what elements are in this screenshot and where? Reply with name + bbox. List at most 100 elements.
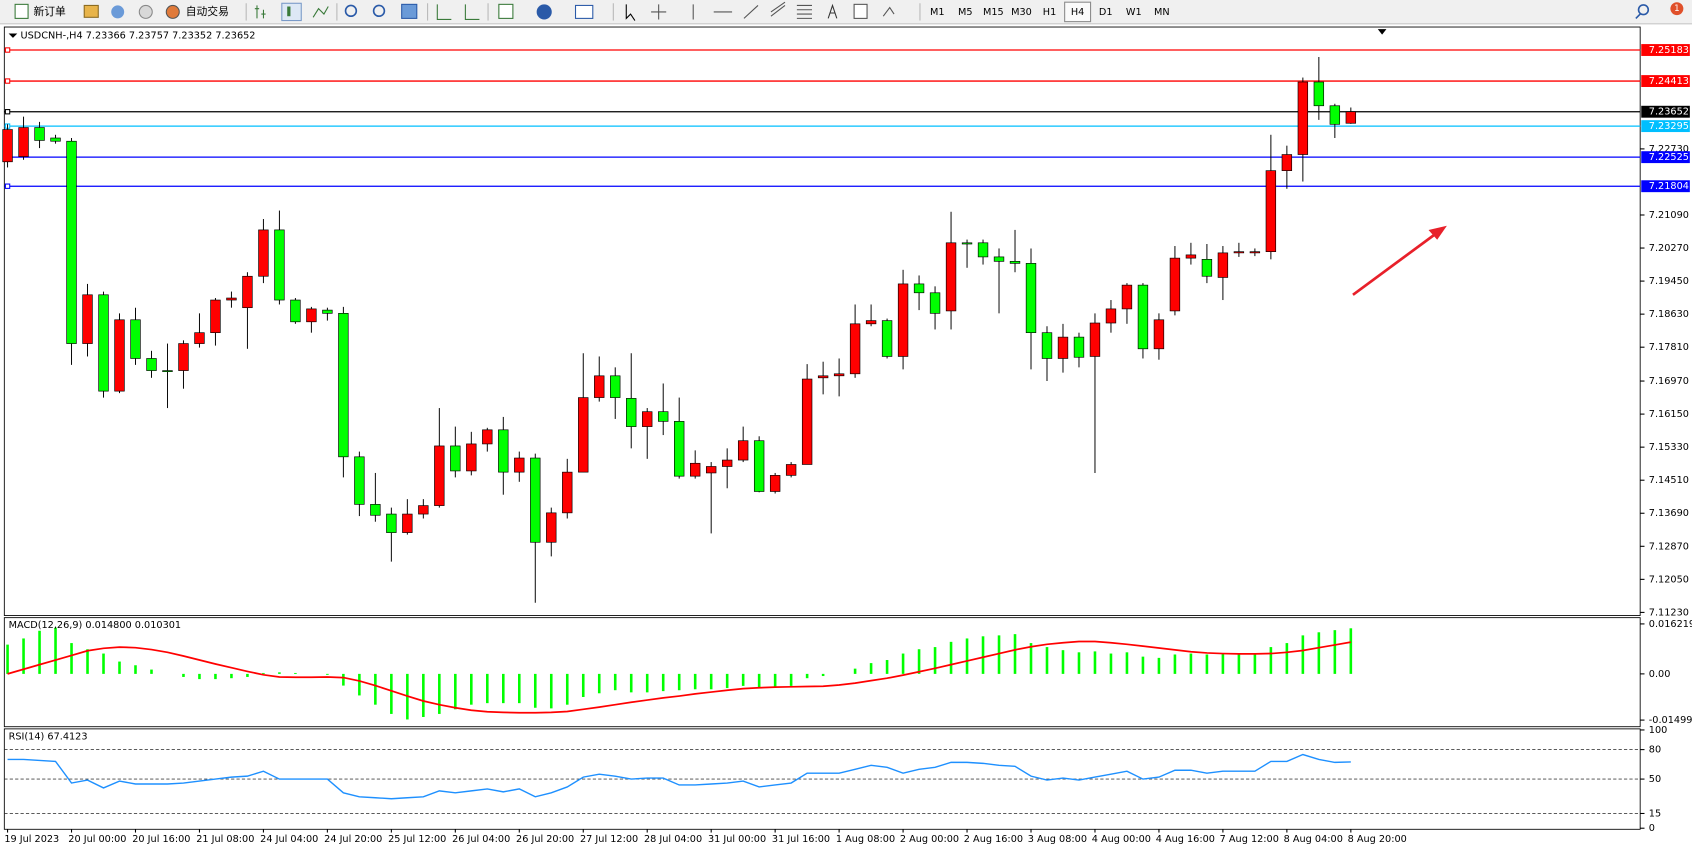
candle-body — [370, 504, 381, 516]
candle-body — [1297, 81, 1309, 155]
bar-chart-icon[interactable] — [254, 5, 266, 19]
y-tick-label: 100 — [1649, 725, 1668, 736]
candle-body — [897, 283, 909, 357]
zoom-out-icon[interactable] — [372, 4, 386, 18]
candle-body — [1265, 170, 1277, 252]
channel-icon[interactable] — [770, 1, 786, 17]
periods-icon[interactable] — [536, 4, 552, 20]
search-icon[interactable] — [1635, 13, 1641, 19]
candle-body — [737, 440, 749, 461]
x-tick-label: 24 Jul 04:00 — [260, 834, 318, 845]
y-tick-label: 7.14510 — [1649, 475, 1689, 486]
crosshair-icon[interactable] — [651, 4, 667, 20]
timeframe-button[interactable]: M15 — [983, 7, 1004, 18]
candle-body — [1201, 259, 1213, 277]
auto-trade-button[interactable]: 自动交易 — [186, 5, 229, 18]
autoscroll-icon[interactable] — [436, 4, 452, 21]
timeframe-button[interactable]: W1 — [1126, 7, 1142, 18]
line-chart-icon[interactable] — [312, 6, 329, 18]
x-tick-label: 1 Aug 08:00 — [836, 834, 895, 845]
candle-body — [626, 398, 637, 427]
candle-chart-icon[interactable] — [281, 2, 302, 22]
candle-body — [1153, 319, 1165, 350]
candle-body — [1009, 261, 1021, 264]
tool-icon[interactable] — [111, 5, 125, 19]
timeframe-button[interactable]: MN — [1154, 7, 1170, 18]
search-icon[interactable] — [1637, 4, 1650, 16]
tool-icon[interactable] — [83, 4, 99, 18]
candle-body — [721, 459, 733, 467]
main-panel — [3, 26, 1641, 616]
plots: 7.22730 7.21090 7.20270 7.19450 7.18630 7.178… — [2, 31, 1692, 845]
candle-body — [977, 242, 989, 258]
symbol-menu[interactable] — [8, 33, 18, 38]
cursor-icon[interactable] — [625, 4, 636, 21]
candle-body — [66, 140, 77, 344]
shift-icon[interactable] — [464, 4, 480, 21]
candle-body — [1281, 154, 1293, 171]
timeframe-button[interactable]: M30 — [1011, 7, 1032, 18]
candle-body — [1137, 284, 1149, 350]
tool-icon[interactable] — [138, 4, 153, 19]
candle-body — [801, 378, 813, 465]
y-tick-label: 7.12870 — [1649, 541, 1689, 552]
notification-badge[interactable] — [1670, 2, 1684, 16]
x-tick-label: 19 Jul 2023 — [4, 834, 59, 845]
timeframe-button[interactable]: M1 — [930, 7, 945, 18]
timeframe-button[interactable]: H4 — [1071, 7, 1084, 18]
new-order-icon[interactable] — [14, 3, 29, 19]
zoom-in-icon[interactable] — [344, 4, 358, 18]
timeframe-button[interactable]: D1 — [1099, 7, 1113, 18]
candle-body — [338, 313, 349, 458]
candle-body — [162, 370, 173, 372]
candle-body — [1185, 254, 1197, 259]
timeframe-button[interactable]: M5 — [958, 7, 973, 18]
candle-body — [18, 127, 29, 157]
fibo-icon[interactable] — [796, 4, 812, 19]
candle-body — [114, 319, 125, 392]
candle-body — [1105, 308, 1117, 324]
indicators-icon[interactable] — [498, 3, 514, 19]
macd-panel — [3, 617, 1641, 728]
candle-body — [146, 358, 157, 371]
toolbar-bg — [0, 0, 1692, 24]
candle-body — [418, 505, 429, 515]
candle-body — [82, 294, 93, 344]
templates-icon[interactable] — [574, 4, 594, 19]
x-tick-label: 28 Jul 04:00 — [644, 834, 702, 845]
arrows-tool[interactable] — [882, 6, 895, 17]
candle-chart-icon[interactable] — [287, 6, 291, 17]
level-label: 7.23295 — [1649, 121, 1689, 132]
timeframe-button[interactable]: H1 — [1043, 7, 1056, 18]
x-tick-label: 25 Jul 12:00 — [388, 834, 446, 845]
rsi-line — [7, 753, 1351, 800]
auto-trade-icon[interactable] — [165, 4, 180, 19]
level-label-bg — [1641, 180, 1690, 193]
new-order-button[interactable]: 新订单 — [33, 5, 66, 18]
label-tool[interactable] — [853, 3, 868, 19]
candle-body — [658, 411, 669, 422]
tile-icon[interactable] — [401, 3, 418, 19]
level-label: 7.24413 — [1649, 76, 1689, 87]
line-tools[interactable] — [692, 4, 759, 20]
x-tick-label: 27 Jul 12:00 — [580, 834, 638, 845]
candle-body — [386, 513, 397, 533]
trend-arrow-head — [1428, 225, 1447, 240]
candle-body — [130, 319, 141, 359]
y-tick-label: 7.21090 — [1649, 210, 1689, 221]
candle-body — [993, 256, 1005, 262]
x-tick-label: 31 Jul 16:00 — [772, 834, 830, 845]
candle-body — [1329, 105, 1341, 125]
candle-body — [178, 343, 189, 371]
candle-body — [562, 471, 573, 514]
candle-body — [610, 375, 621, 398]
candle-body — [274, 229, 285, 301]
text-tool[interactable] — [827, 3, 838, 19]
panel-title: MACD(12,26,9) 0.014800 0.010301 — [9, 620, 181, 631]
candle-body — [402, 513, 413, 533]
x-tick-label: 24 Jul 20:00 — [324, 834, 382, 845]
candle-body — [1249, 251, 1261, 254]
candle-body — [258, 229, 269, 277]
candle-body — [50, 137, 61, 142]
x-tick-label: 21 Jul 08:00 — [196, 834, 254, 845]
